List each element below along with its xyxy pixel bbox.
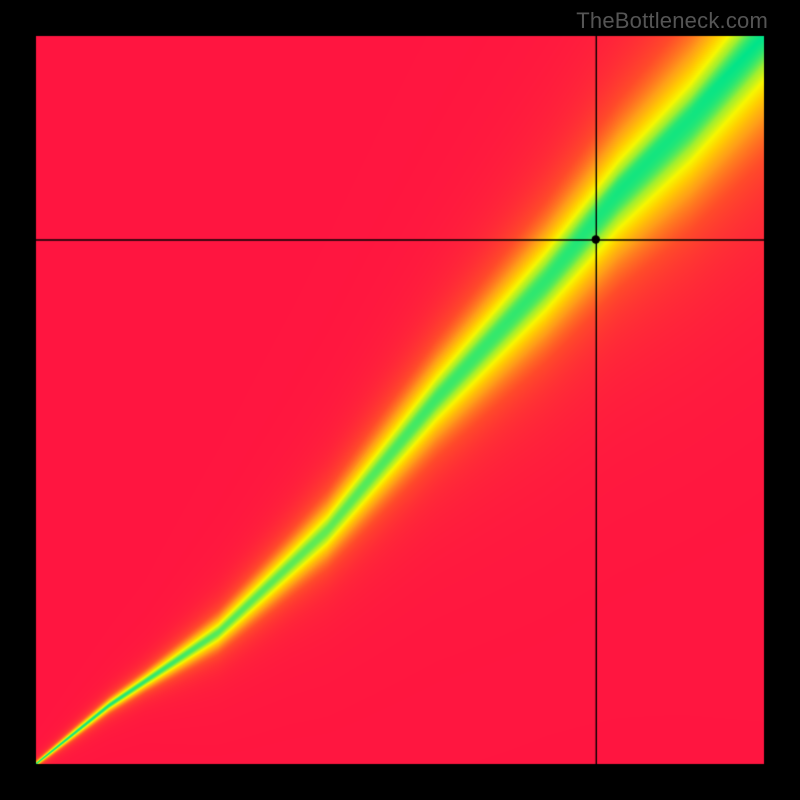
watermark-label: TheBottleneck.com — [576, 8, 768, 34]
chart-container: TheBottleneck.com — [0, 0, 800, 800]
bottleneck-heatmap — [0, 0, 800, 800]
